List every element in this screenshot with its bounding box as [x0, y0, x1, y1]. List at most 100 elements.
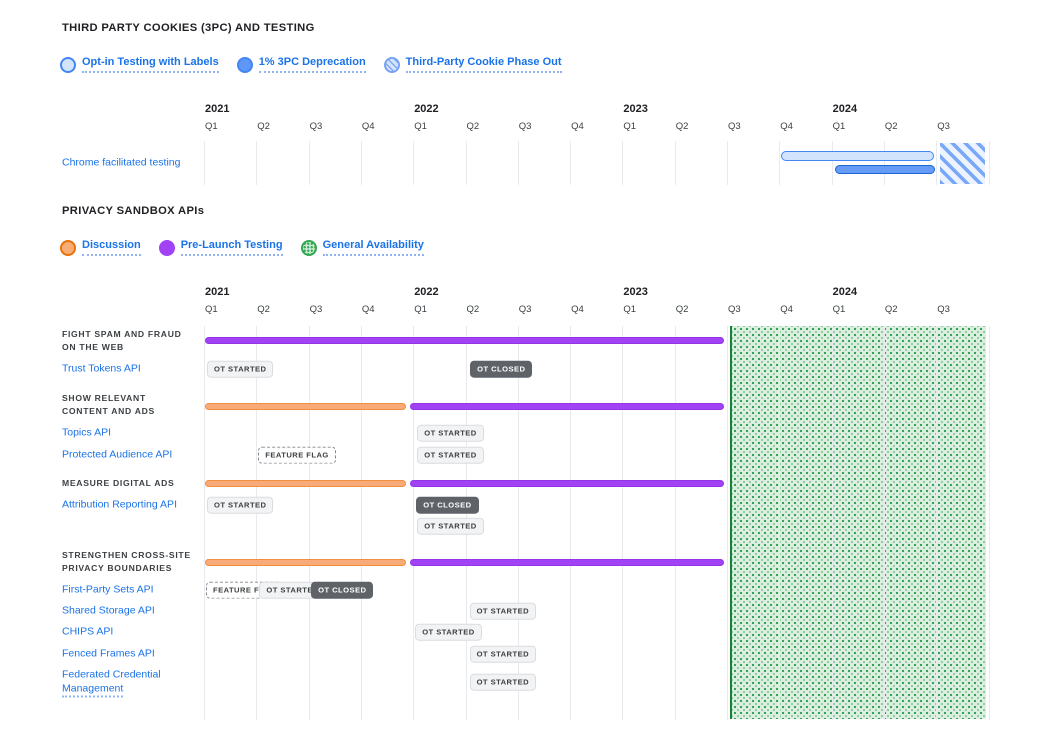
axis-quarter-label: Q4 [361, 121, 375, 132]
quarter-gridline [256, 326, 258, 720]
status-badge-ot-started: OT STARTED [417, 424, 484, 442]
section-header-line: ON THE WEB [62, 342, 124, 352]
legend-label: Opt-in Testing with Labels [82, 56, 219, 73]
axis-quarter-label: Q2 [257, 304, 270, 315]
row-link-protected-audience-api[interactable]: Protected Audience API [62, 448, 173, 461]
axis-year-label-2024: 2024 [832, 103, 858, 115]
quarter-gridline [883, 326, 885, 720]
quarter-gridline [936, 326, 938, 720]
axis-year-label-2021: 2021 [205, 286, 230, 298]
axis-quarter-label: Q2 [884, 121, 898, 132]
quarter-gridline [988, 326, 990, 720]
legend-item-pre-launch-testing[interactable]: Pre-Launch Testing [158, 239, 283, 256]
quarter-gridline [517, 141, 519, 185]
row-link-attribution-reporting-api[interactable]: Attribution Reporting API [62, 498, 177, 511]
quarter-gridline [831, 141, 833, 185]
cookie-phase-out-swatch-icon [383, 56, 400, 73]
axis-quarter-label: Q2 [675, 121, 689, 132]
section-header-line: PRIVACY BOUNDARIES [62, 563, 173, 573]
quarter-gridline [413, 326, 415, 720]
status-badge-ot-started: OT STARTED [469, 645, 537, 663]
section-header-line: SHOW RELEVANT [62, 393, 146, 403]
row-link-line: Federated Credential [62, 668, 161, 681]
status-badge-ot-closed: OT CLOSED [470, 360, 533, 378]
section-header-strengthen-cross-site: STRENGTHEN CROSS-SITE PRIVACY BOUNDARIES [62, 549, 191, 575]
axis-quarter-label: Q3 [937, 304, 950, 315]
quarter-gridline [727, 326, 728, 720]
row-link-line: Management [62, 682, 124, 697]
row-link-trust-tokens-api[interactable]: Trust Tokens API [62, 362, 141, 375]
sandbox-apis-chart-title: PRIVACY SANDBOX APIs [62, 205, 205, 217]
row-link-chips-api[interactable]: CHIPS API [62, 625, 114, 638]
axis-quarter-label: Q4 [361, 304, 375, 315]
axis-quarter-label: Q2 [466, 304, 480, 315]
axis-quarter-label: Q1 [623, 121, 637, 132]
quarter-gridline [413, 141, 415, 185]
status-badge-ot-started: OT STARTED [259, 581, 326, 599]
axis-quarter-label: Q2 [884, 304, 898, 315]
axis-quarter-label: Q1 [623, 304, 637, 315]
axis-quarter-label: Q4 [780, 304, 793, 315]
gantt-bar-solid-purple [410, 479, 725, 487]
axis-year-label-2021: 2021 [205, 103, 230, 115]
gantt-bar-solid-purple [410, 558, 725, 566]
section-header-line: MEASURE DIGITAL ADS [62, 478, 175, 488]
axis-quarter-label: Q1 [414, 304, 427, 315]
legend-item-cookie-phase-out[interactable]: Third-Party Cookie Phase Out [383, 56, 562, 73]
legend-item-discussion[interactable]: Discussion [60, 239, 141, 256]
quarter-gridline [622, 326, 624, 720]
row-link-chrome-facilitated-testing[interactable]: Chrome facilitated testing [62, 156, 181, 169]
legend-label: Third-Party Cookie Phase Out [405, 56, 562, 73]
legend-label: Discussion [82, 239, 141, 256]
quarter-gridline [204, 141, 205, 185]
axis-quarter-label: Q2 [466, 121, 480, 132]
section-header-line: STRENGTHEN CROSS-SITE [62, 550, 191, 560]
axis-quarter-label: Q1 [832, 121, 846, 132]
row-link-federated-credential-management[interactable]: Federated Credential Management [62, 668, 204, 697]
axis-quarter-label: Q1 [414, 121, 427, 132]
axis-year-label-2023: 2023 [623, 103, 648, 115]
row-link-fenced-frames-api[interactable]: Fenced Frames API [62, 647, 155, 660]
row-link-shared-storage-api[interactable]: Shared Storage API [62, 604, 155, 617]
axis-quarter-label: Q4 [571, 121, 584, 132]
quarter-gridline [779, 141, 781, 185]
axis-quarter-label: Q2 [257, 121, 270, 132]
quarter-gridline [360, 326, 362, 720]
sandbox-apis-legend: Discussion Pre-Launch Testing General Av… [60, 239, 424, 256]
axis-quarter-label: Q1 [205, 304, 218, 315]
gantt-bar-outlined-orange [205, 402, 407, 410]
row-link-topics-api[interactable]: Topics API [62, 426, 112, 439]
axis-quarter-label: Q3 [728, 304, 741, 315]
row-link-first-party-sets-api[interactable]: First-Party Sets API [62, 583, 154, 596]
quarter-gridline [570, 326, 572, 720]
legend-item-general-availability[interactable]: General Availability [300, 239, 424, 256]
opt-in-testing-swatch-icon [60, 56, 76, 73]
quarter-gridline [360, 141, 362, 185]
legend-label: Pre-Launch Testing [180, 239, 283, 256]
quarter-gridline [308, 326, 310, 720]
quarter-gridline [465, 141, 467, 185]
status-badge-ot-started: OT STARTED [417, 517, 484, 535]
axis-quarter-label: Q3 [309, 121, 323, 132]
quarter-gridline [727, 141, 728, 185]
gantt-bar-outlined-orange [205, 479, 407, 487]
axis-quarter-label: Q3 [728, 121, 741, 132]
status-badge-ot-closed: OT CLOSED [311, 581, 374, 599]
status-badge-feature-flag: FEATURE FLAG [258, 446, 336, 464]
quarter-gridline [883, 141, 885, 185]
quarter-gridline [988, 141, 990, 185]
status-badge-ot-closed: OT CLOSED [416, 496, 479, 514]
gantt-bar-outlined-orange [205, 558, 407, 566]
legend-label: 1% 3PC Deprecation [258, 56, 366, 73]
axis-quarter-label: Q3 [518, 121, 532, 132]
status-badge-ot-started: OT STARTED [469, 602, 537, 620]
quarter-gridline [936, 141, 938, 185]
axis-year-label-2023: 2023 [623, 286, 648, 298]
legend-item-1pct-deprecation[interactable]: 1% 3PC Deprecation [236, 56, 366, 73]
quarter-gridline [674, 326, 676, 720]
status-badge-ot-started: OT STARTED [417, 446, 484, 464]
quarter-gridline [517, 326, 519, 720]
legend-item-opt-in-testing[interactable]: Opt-in Testing with Labels [60, 56, 219, 73]
1pct-deprecation-swatch-icon [236, 56, 253, 73]
